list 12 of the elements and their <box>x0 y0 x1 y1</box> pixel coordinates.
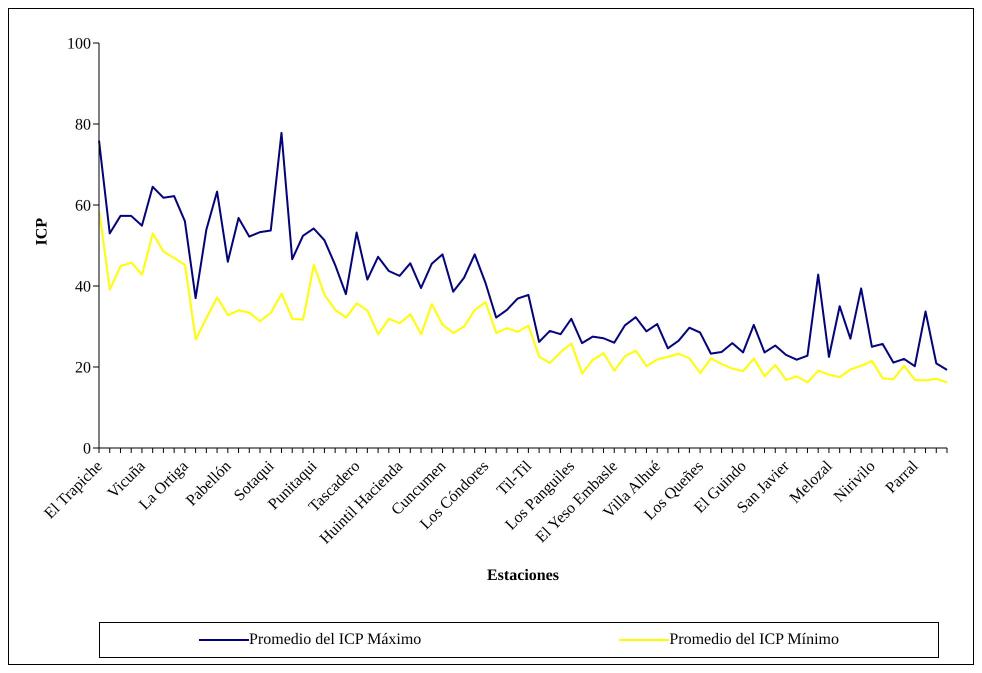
legend-label: Promedio del ICP Mínimo <box>669 631 839 649</box>
line-series <box>98 210 948 384</box>
y-axis-title: ICP <box>34 218 51 246</box>
y-tick-label: 20 <box>75 360 91 377</box>
x-axis-title: Estaciones <box>487 567 559 584</box>
y-tick-label: 60 <box>75 198 91 215</box>
y-tick-label: 100 <box>67 36 91 53</box>
y-tick-label: 0 <box>83 440 91 458</box>
y-tick-label: 40 <box>75 278 91 296</box>
line-series <box>98 132 948 371</box>
legend-label: Promedio del ICP Máximo <box>249 631 422 649</box>
y-tick-label: 80 <box>75 116 91 134</box>
